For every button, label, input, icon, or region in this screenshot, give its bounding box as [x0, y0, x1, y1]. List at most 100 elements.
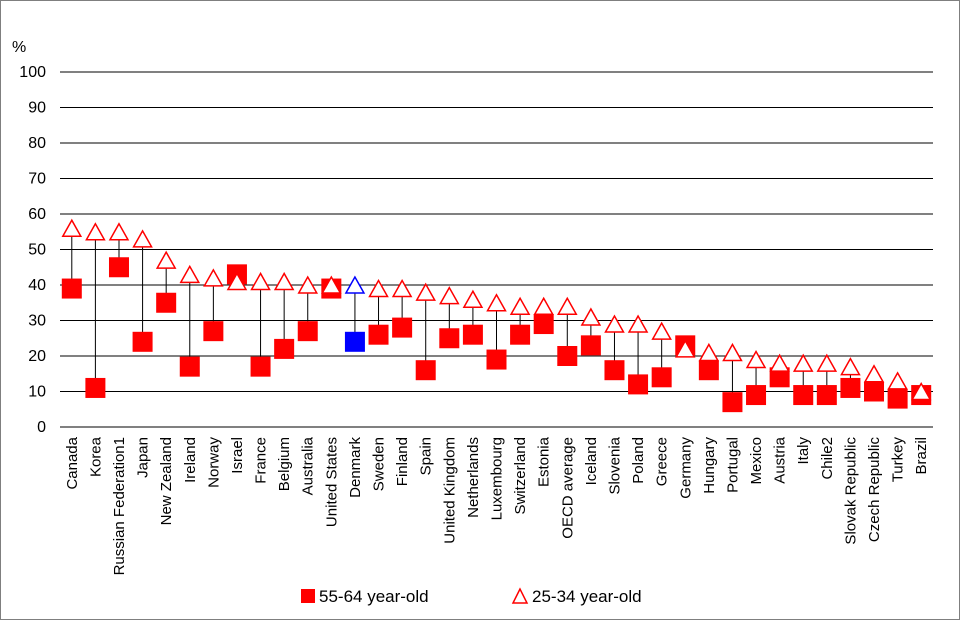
- marker-triangle: [391, 279, 413, 298]
- x-category-label: Finland: [394, 437, 411, 486]
- marker-square: [557, 346, 578, 366]
- legend-triangle-swatch: [511, 587, 529, 604]
- x-category-label: Mexico: [748, 437, 765, 485]
- marker-square: [108, 257, 129, 278]
- marker-triangle: [132, 229, 153, 248]
- marker-triangle: [604, 314, 625, 333]
- marker-square: [439, 328, 460, 349]
- x-category-label: France: [253, 437, 270, 484]
- marker-square: [698, 360, 719, 381]
- y-tick-label: 0: [37, 419, 46, 436]
- x-category-label: Italy: [795, 437, 812, 465]
- legend-square-swatch: [301, 589, 315, 603]
- marker-square: [816, 385, 837, 406]
- marker-triangle: [840, 357, 861, 376]
- marker-triangle: [486, 293, 507, 312]
- marker-square: [840, 377, 861, 398]
- y-tick-label: 60: [28, 206, 46, 223]
- x-category-label: New Zealand: [158, 437, 175, 525]
- x-category-label: Russian Federation1: [111, 437, 128, 575]
- marker-square: [85, 377, 106, 398]
- marker-triangle: [816, 353, 838, 372]
- legend: 55-64 year-old 25-34 year-old: [301, 587, 642, 606]
- marker-square: [203, 321, 224, 342]
- marker-triangle: [297, 275, 319, 294]
- x-category-label: Israel: [229, 437, 246, 474]
- marker-square: [746, 385, 767, 406]
- y-tick-label: 100: [19, 64, 46, 81]
- marker-triangle: [368, 279, 389, 298]
- marker-triangle: [745, 350, 767, 369]
- marker-square: [793, 385, 814, 406]
- data-markers: [61, 218, 932, 413]
- marker-square: [462, 324, 483, 345]
- x-category-label: Slovak Republic: [842, 437, 859, 545]
- marker-square: [580, 335, 601, 356]
- marker-triangle: [439, 286, 460, 305]
- x-category-label: Slovenia: [606, 436, 623, 494]
- marker-square: [533, 314, 554, 335]
- y-axis-unit-label: %: [12, 39, 26, 56]
- legend-item-older: 55-64 year-old: [301, 587, 429, 606]
- x-category-label: Chile2: [819, 437, 836, 480]
- x-category-label: Poland: [630, 437, 647, 484]
- x-category-label: Sweden: [371, 437, 388, 491]
- marker-triangle: [910, 381, 932, 401]
- marker-square: [61, 278, 82, 299]
- marker-square: [344, 331, 365, 352]
- x-category-label: Canada: [64, 436, 81, 489]
- marker-triangle: [887, 371, 908, 390]
- marker-triangle: [321, 275, 342, 294]
- marker-triangle: [179, 264, 201, 284]
- marker-triangle: [674, 339, 696, 358]
- marker-square: [368, 324, 389, 345]
- marker-triangle: [769, 353, 790, 372]
- marker-triangle: [61, 218, 83, 237]
- marker-triangle: [698, 342, 720, 362]
- y-tick-label: 80: [28, 135, 46, 152]
- x-category-label: Belgium: [276, 437, 293, 491]
- marker-triangle: [462, 289, 484, 308]
- y-tick-label: 40: [28, 277, 46, 294]
- marker-triangle: [651, 321, 672, 340]
- y-tick-label: 30: [28, 313, 46, 330]
- legend-item-younger: 25-34 year-old: [511, 587, 642, 606]
- x-category-label: Turkey: [890, 437, 907, 483]
- marker-square: [887, 388, 908, 409]
- x-category-label: OECD average: [559, 437, 576, 539]
- marker-triangle: [226, 271, 248, 291]
- y-tick-label: 50: [28, 242, 46, 259]
- legend-label-older: 55-64 year-old: [319, 587, 429, 606]
- x-category-label: United Kingdom: [441, 437, 458, 544]
- marker-triangle: [863, 364, 885, 383]
- marker-triangle: [580, 307, 602, 326]
- x-category-label: Japan: [135, 437, 152, 478]
- marker-square: [297, 321, 318, 342]
- x-category-label: Czech Republic: [866, 437, 883, 543]
- marker-triangle: [85, 222, 106, 241]
- marker-square: [179, 356, 200, 377]
- marker-triangle: [533, 296, 554, 316]
- y-tick-label: 10: [28, 384, 46, 401]
- x-category-label: Korea: [87, 436, 104, 477]
- x-category-label: Portugal: [724, 437, 741, 493]
- gridlines: [60, 71, 933, 428]
- x-category-label: Iceland: [583, 437, 600, 485]
- marker-square: [864, 381, 885, 402]
- y-tick-labels: 0 10 20 30 40 50 60 70 80 90 100: [19, 64, 46, 436]
- marker-triangle: [792, 353, 814, 372]
- x-category-label: Denmark: [347, 437, 364, 498]
- marker-square: [769, 367, 790, 388]
- marker-square: [651, 367, 672, 388]
- marker-triangle: [203, 268, 224, 287]
- x-category-label: Hungary: [701, 437, 718, 494]
- marker-square: [415, 360, 436, 381]
- legend-label-younger: 25-34 year-old: [532, 587, 642, 606]
- marker-triangle: [344, 275, 366, 294]
- marker-square: [274, 338, 295, 359]
- y-tick-label: 20: [28, 348, 46, 365]
- x-category-label: Greece: [654, 437, 671, 486]
- marker-square: [722, 392, 743, 413]
